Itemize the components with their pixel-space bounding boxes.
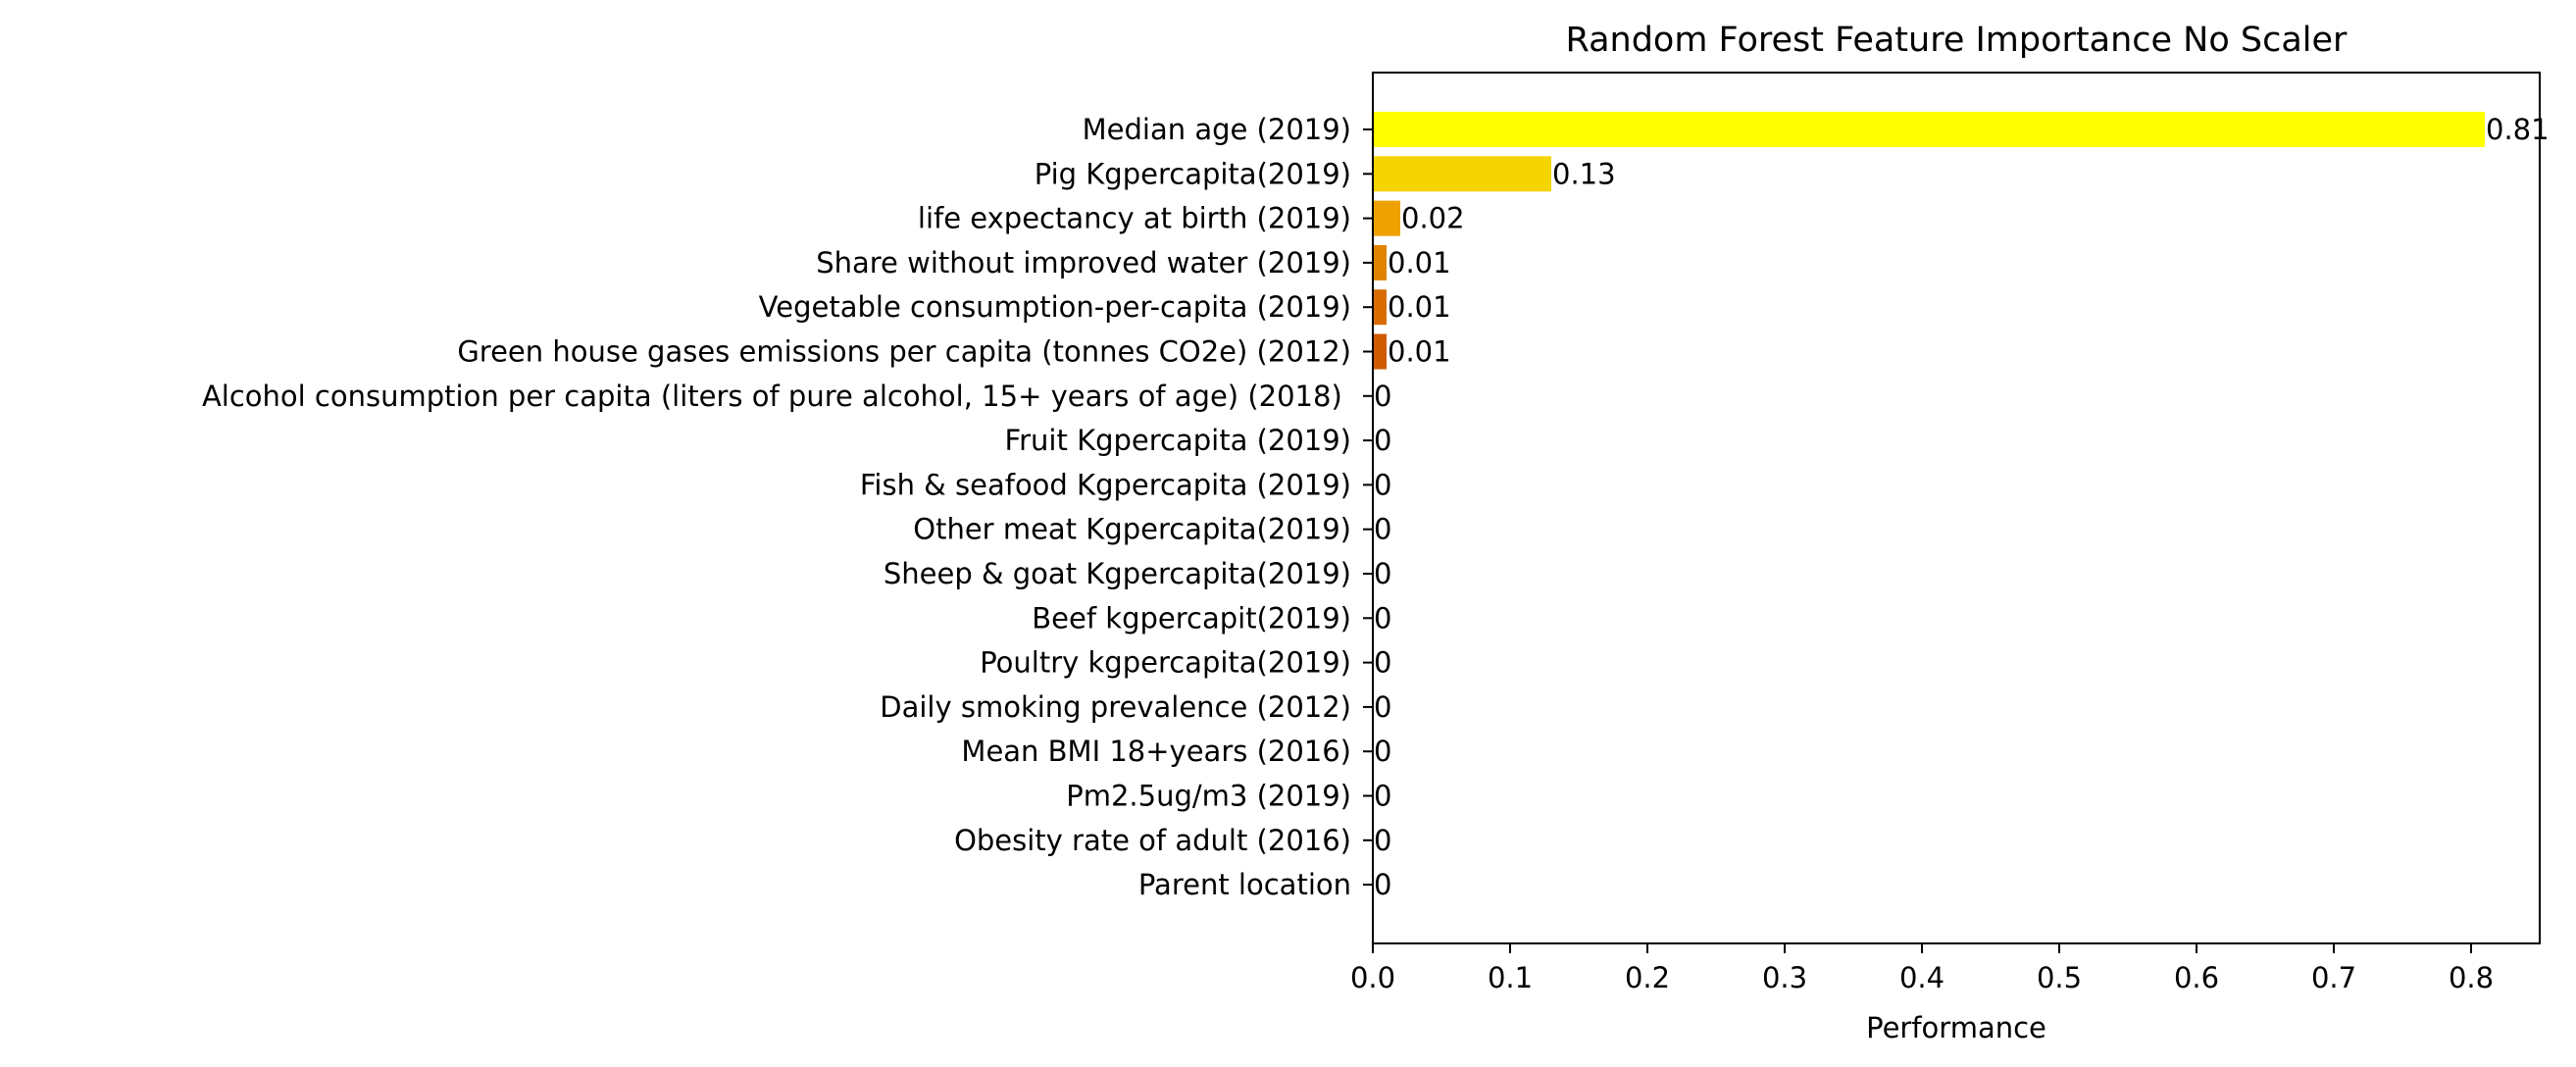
bar-value-label: 0.81 xyxy=(2486,113,2550,146)
value-labels-layer: 0.81 0.13 0.02 0.01 0.01 0.01 0 0 0 0 0 0 0 0 0 0 0 0 xyxy=(1374,113,2550,901)
bar-value-label: 0 xyxy=(1374,780,1391,813)
bar xyxy=(1373,289,1387,326)
bar-value-label: 0 xyxy=(1374,513,1391,546)
category-label: Pig Kgpercapita(2019) xyxy=(1035,157,1351,190)
bar-value-label: 0.13 xyxy=(1552,157,1616,190)
category-label: Alcohol consumption per capita (liters o… xyxy=(202,380,1351,413)
plot-frame xyxy=(1372,72,2541,944)
bar-value-label: 0 xyxy=(1374,690,1391,724)
category-label: Sheep & goat Kgpercapita(2019) xyxy=(884,557,1351,590)
bar-value-label: 0 xyxy=(1374,601,1391,635)
bar-value-label: 0 xyxy=(1374,646,1391,680)
category-label: Beef kgpercapit(2019) xyxy=(1032,601,1351,635)
bar-value-label: 0.02 xyxy=(1401,202,1465,235)
x-tick-label: 0.1 xyxy=(1488,961,1533,994)
bar-value-label: 0 xyxy=(1374,824,1391,857)
category-label: Green house gases emissions per capita (… xyxy=(457,335,1351,369)
category-labels-layer: Median age (2019) Pig Kgpercapita(2019) li… xyxy=(202,113,1373,901)
x-tick-label: 0.5 xyxy=(2037,961,2082,994)
category-label: Share without improved water (2019) xyxy=(816,246,1351,279)
chart-title: Random Forest Feature Importance No Scal… xyxy=(1566,21,2349,60)
bar-value-label: 0 xyxy=(1374,424,1391,457)
category-label: Pm2.5ug/m3 (2019) xyxy=(1066,780,1351,813)
bar xyxy=(1373,244,1387,280)
category-label: Median age (2019) xyxy=(1083,113,1351,146)
x-axis: 0.0 0.1 0.2 0.3 0.4 0.5 0.6 0.7 0.8 xyxy=(1350,943,2494,994)
bar-value-label: 0.01 xyxy=(1388,290,1451,324)
category-label: Fish & seafood Kgpercapita (2019) xyxy=(860,468,1351,501)
bar xyxy=(1373,200,1400,236)
category-label: Vegetable consumption-per-capita (2019) xyxy=(759,290,1351,324)
category-label: Obesity rate of adult (2016) xyxy=(954,824,1351,857)
x-tick-label: 0.0 xyxy=(1350,961,1395,994)
bar xyxy=(1373,156,1551,192)
category-label: Mean BMI 18+years (2016) xyxy=(961,735,1351,768)
bar-value-label: 0.01 xyxy=(1388,246,1451,279)
bar-value-label: 0 xyxy=(1374,380,1391,413)
bar xyxy=(1373,112,2485,147)
category-label: Poultry kgpercapita(2019) xyxy=(980,646,1351,680)
category-label: Other meat Kgpercapita(2019) xyxy=(913,513,1351,546)
category-label: Daily smoking prevalence (2012) xyxy=(880,690,1351,724)
x-tick-label: 0.4 xyxy=(1899,961,1945,994)
bar-value-label: 0 xyxy=(1374,868,1391,901)
bar xyxy=(1373,333,1387,370)
x-tick-label: 0.6 xyxy=(2174,961,2219,994)
category-label: Fruit Kgpercapita (2019) xyxy=(1005,424,1351,457)
bar-value-label: 0 xyxy=(1374,557,1391,590)
bar-value-label: 0.01 xyxy=(1388,335,1451,369)
x-tick-label: 0.3 xyxy=(1762,961,1807,994)
category-label: Parent location xyxy=(1138,868,1351,901)
x-tick-label: 0.2 xyxy=(1625,961,1670,994)
bar-value-label: 0 xyxy=(1374,468,1391,501)
x-tick-label: 0.7 xyxy=(2311,961,2356,994)
bar-value-label: 0 xyxy=(1374,735,1391,768)
x-axis-title: Performance xyxy=(1866,1011,2046,1044)
category-label: life expectancy at birth (2019) xyxy=(918,202,1351,235)
bars-layer xyxy=(1373,112,2485,370)
x-tick-label: 0.8 xyxy=(2449,961,2494,994)
